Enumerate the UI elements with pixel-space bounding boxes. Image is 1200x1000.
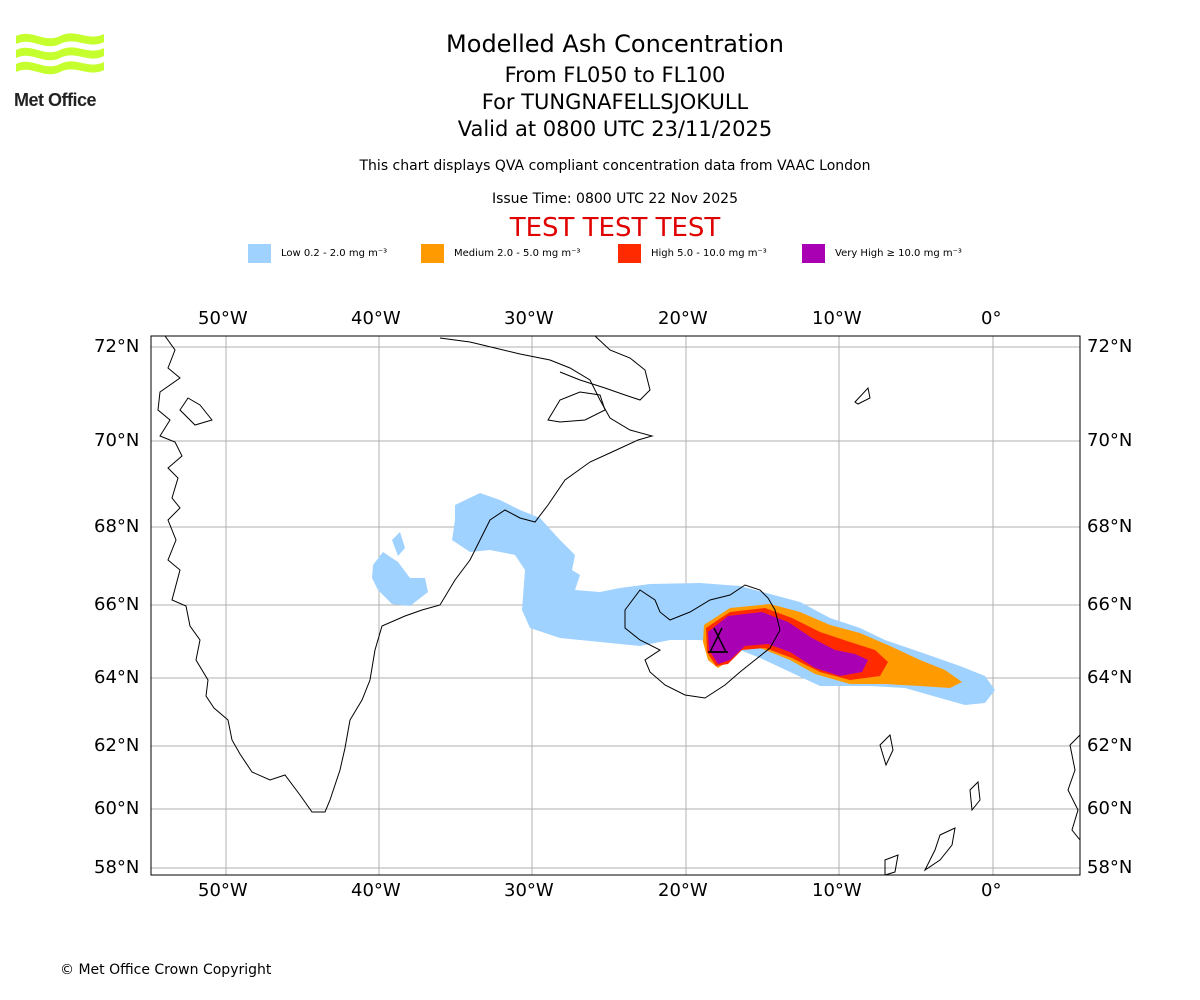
lon-label-bottom: 30°W (504, 880, 554, 901)
lat-label-left: 60°N (94, 798, 140, 819)
legend-item-low: Low 0.2 - 2.0 mg m⁻³ (248, 244, 387, 263)
legend-swatch-very-high (802, 244, 825, 263)
lat-label-left: 58°N (94, 857, 140, 878)
volcano-icon (708, 627, 728, 653)
lat-label-right: 58°N (1087, 857, 1133, 878)
lat-label-left: 70°N (94, 430, 140, 451)
lon-label-top: 20°W (658, 308, 708, 329)
lon-label-top: 30°W (504, 308, 554, 329)
chart-description: This chart displays QVA compliant concen… (359, 158, 871, 174)
lon-label-bottom: 10°W (812, 880, 862, 901)
lon-label-bottom: 50°W (198, 880, 248, 901)
lat-label-left: 62°N (94, 735, 140, 756)
legend-label-high: High 5.0 - 10.0 mg m⁻³ (651, 248, 767, 259)
lon-label-bottom: 0° (981, 880, 1002, 901)
lon-label-top: 0° (981, 308, 1002, 329)
lat-label-right: 64°N (1087, 667, 1133, 688)
met-office-logo (14, 30, 106, 90)
legend-label-medium: Medium 2.0 - 5.0 mg m⁻³ (454, 248, 581, 259)
lon-label-bottom: 20°W (658, 880, 708, 901)
issue-time: Issue Time: 0800 UTC 22 Nov 2025 (491, 191, 739, 207)
test-banner: TEST TEST TEST (509, 213, 721, 243)
chart-title: Modelled Ash Concentration (446, 30, 784, 58)
lat-label-right: 66°N (1087, 594, 1133, 615)
met-office-wave-icon (16, 33, 104, 75)
valid-time: Valid at 0800 UTC 23/11/2025 (457, 117, 773, 141)
lat-label-right: 70°N (1087, 430, 1133, 451)
lon-label-bottom: 40°W (351, 880, 401, 901)
ash-very-high-concentration (708, 612, 868, 676)
lon-label-top: 10°W (812, 308, 862, 329)
lat-label-left: 66°N (94, 594, 140, 615)
coastlines (157, 336, 1080, 875)
lat-label-right: 62°N (1087, 735, 1133, 756)
lat-label-right: 72°N (1087, 336, 1133, 357)
legend-item-high: High 5.0 - 10.0 mg m⁻³ (618, 244, 767, 263)
logo-text: Met Office (14, 90, 97, 110)
lat-label-right: 68°N (1087, 516, 1133, 537)
legend-label-low: Low 0.2 - 2.0 mg m⁻³ (281, 248, 388, 259)
lat-label-left: 68°N (94, 516, 140, 537)
copyright-notice: © Met Office Crown Copyright (60, 962, 272, 978)
lat-label-left: 64°N (94, 667, 140, 688)
lon-label-top: 40°W (351, 308, 401, 329)
legend-item-very-high: Very High ≥ 10.0 mg m⁻³ (802, 244, 962, 263)
lon-label-top: 50°W (198, 308, 248, 329)
legend-item-medium: Medium 2.0 - 5.0 mg m⁻³ (421, 244, 580, 263)
legend-swatch-medium (421, 244, 444, 263)
legend-swatch-low (248, 244, 271, 263)
lat-label-left: 72°N (94, 336, 140, 357)
volcano-name: For TUNGNAFELLSJOKULL (481, 90, 749, 114)
lat-label-right: 60°N (1087, 798, 1133, 819)
legend-swatch-high (618, 244, 641, 263)
legend-label-very-high: Very High ≥ 10.0 mg m⁻³ (835, 248, 962, 259)
map-frame (150, 335, 1081, 876)
map-gridlines (151, 336, 1080, 875)
flight-level-range: From FL050 to FL100 (504, 63, 726, 87)
